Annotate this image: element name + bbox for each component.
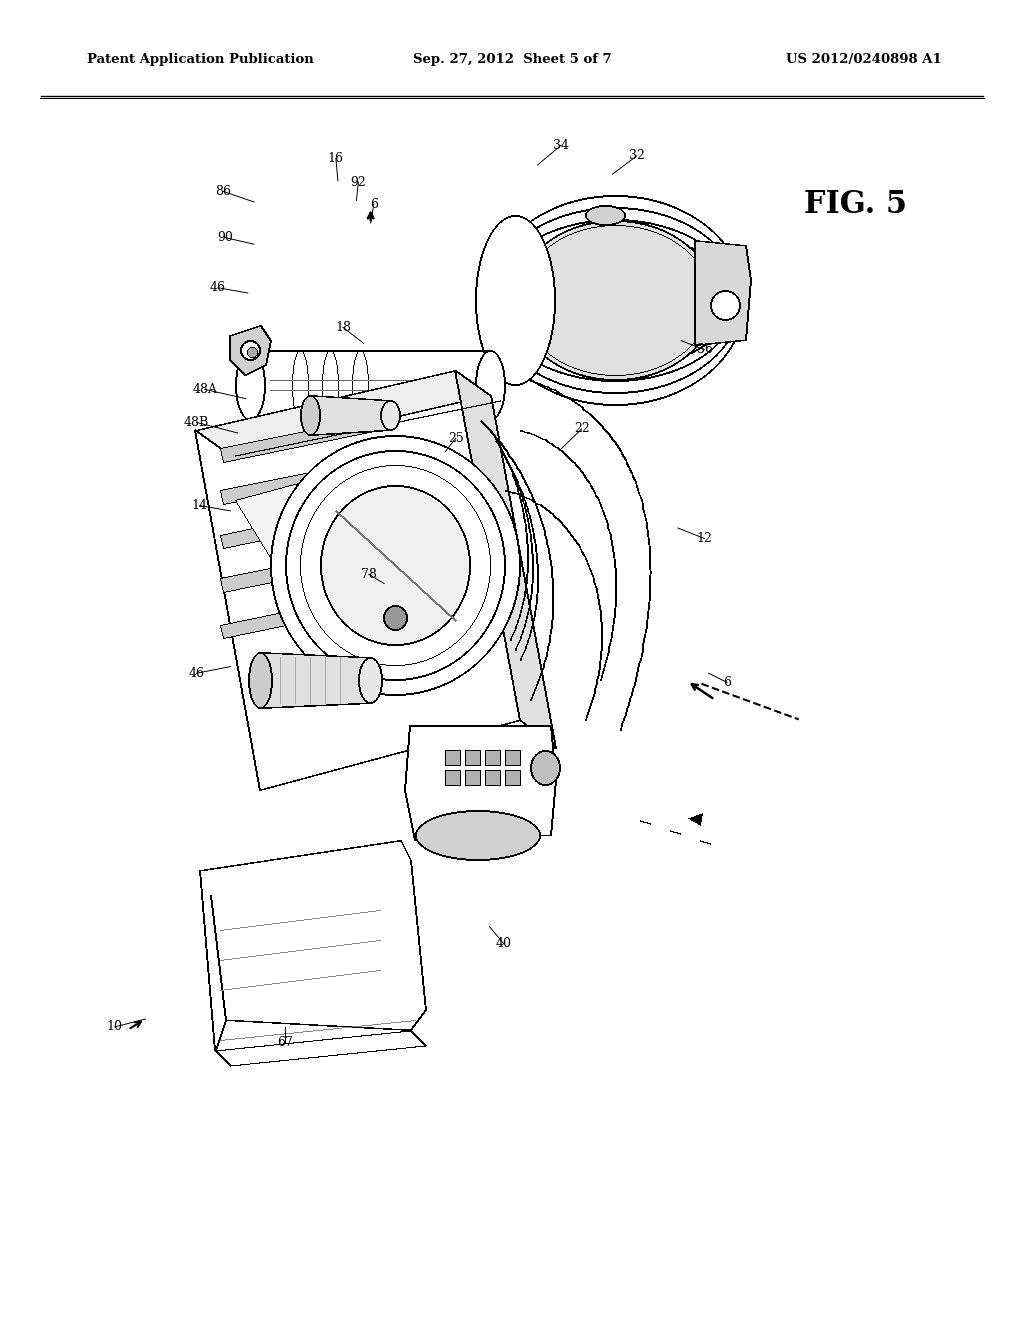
Text: 46: 46 xyxy=(210,281,226,294)
Text: 14: 14 xyxy=(191,499,208,512)
Text: Sep. 27, 2012  Sheet 5 of 7: Sep. 27, 2012 Sheet 5 of 7 xyxy=(413,53,611,66)
Text: 40: 40 xyxy=(496,937,512,950)
Text: 34: 34 xyxy=(553,139,569,152)
Text: 86: 86 xyxy=(215,185,231,198)
Text: 32: 32 xyxy=(629,149,645,162)
Text: Patent Application Publication: Patent Application Publication xyxy=(87,53,313,66)
Text: 12: 12 xyxy=(696,532,713,545)
Text: 36: 36 xyxy=(696,343,713,356)
Text: 78: 78 xyxy=(360,568,377,581)
Text: 90: 90 xyxy=(217,231,233,244)
Text: 46: 46 xyxy=(188,667,205,680)
Text: 25: 25 xyxy=(447,432,464,445)
Text: 10: 10 xyxy=(106,1020,123,1034)
Text: US 2012/0240898 A1: US 2012/0240898 A1 xyxy=(786,53,942,66)
Text: 18: 18 xyxy=(335,321,351,334)
Text: 6: 6 xyxy=(723,676,731,689)
Text: 48B: 48B xyxy=(184,416,209,429)
Text: 22: 22 xyxy=(573,422,590,436)
Text: 48A: 48A xyxy=(193,383,217,396)
Text: 92: 92 xyxy=(350,176,367,189)
Text: 6: 6 xyxy=(370,198,378,211)
Text: 16: 16 xyxy=(328,152,344,165)
Text: FIG. 5: FIG. 5 xyxy=(804,189,906,220)
Text: 67: 67 xyxy=(276,1036,293,1049)
